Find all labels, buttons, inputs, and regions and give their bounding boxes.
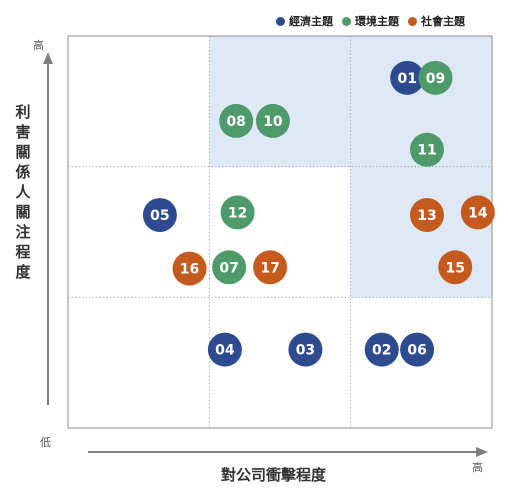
topic-marker [460, 195, 495, 230]
topic-label: 10 [263, 114, 283, 130]
legend-label: 社會主題 [421, 15, 465, 28]
topic-label: 07 [219, 260, 238, 276]
legend-item-economic: 經濟主題 [276, 13, 333, 29]
topic-label: 11 [417, 143, 436, 159]
topic-marker [390, 60, 425, 95]
topic-label: 05 [150, 208, 169, 224]
plot-frame [67, 35, 493, 429]
topic-marker [288, 332, 323, 367]
x-axis-high-label: 高 [472, 461, 483, 474]
x-axis-label: 對公司衝擊程度 [221, 466, 327, 484]
y-axis-arrow-icon [43, 52, 53, 64]
topic-label: 17 [260, 260, 279, 276]
topic-label: 12 [228, 205, 247, 221]
topic-label: 09 [426, 71, 445, 87]
topic-marker [255, 103, 290, 138]
topic-marker [142, 198, 177, 233]
x-axis-arrow-icon [476, 447, 488, 457]
highlight-cell [350, 166, 492, 298]
legend-dot-icon [408, 16, 417, 26]
topic-label: 16 [180, 262, 199, 278]
topic-label: 02 [372, 343, 391, 359]
topic-marker [253, 250, 288, 285]
topic-label: 04 [215, 343, 235, 359]
legend-item-environment: 環境主題 [342, 13, 399, 29]
topic-marker [418, 60, 453, 95]
legend-dot-icon [276, 16, 285, 26]
topic-marker [438, 250, 473, 285]
topic-marker [220, 195, 255, 230]
legend-item-social: 社會主題 [408, 13, 465, 29]
topic-label: 14 [468, 205, 488, 221]
y-axis-high-label: 高 [33, 39, 44, 52]
legend: 經濟主題 環境主題 社會主題 [276, 13, 465, 29]
topic-marker [409, 198, 444, 233]
topic-label: 06 [407, 343, 426, 359]
highlight-cell [209, 36, 351, 167]
topic-marker [219, 103, 254, 138]
topic-label: 15 [446, 260, 465, 276]
topic-marker [212, 250, 247, 285]
y-axis-label: 利害關係人關注程度 [15, 103, 31, 281]
topic-marker [207, 332, 242, 367]
topic-label: 03 [296, 343, 315, 359]
topic-label: 08 [226, 114, 245, 130]
topic-label: 01 [397, 71, 416, 87]
legend-dot-icon [342, 16, 351, 26]
topic-marker [172, 251, 207, 286]
legend-label: 經濟主題 [289, 15, 333, 28]
topic-marker [364, 332, 399, 367]
topic-marker [409, 132, 444, 167]
y-axis-low-label: 低 [40, 436, 51, 449]
topic-label: 13 [417, 208, 436, 224]
legend-label: 環境主題 [355, 15, 399, 28]
topic-marker [400, 332, 435, 367]
